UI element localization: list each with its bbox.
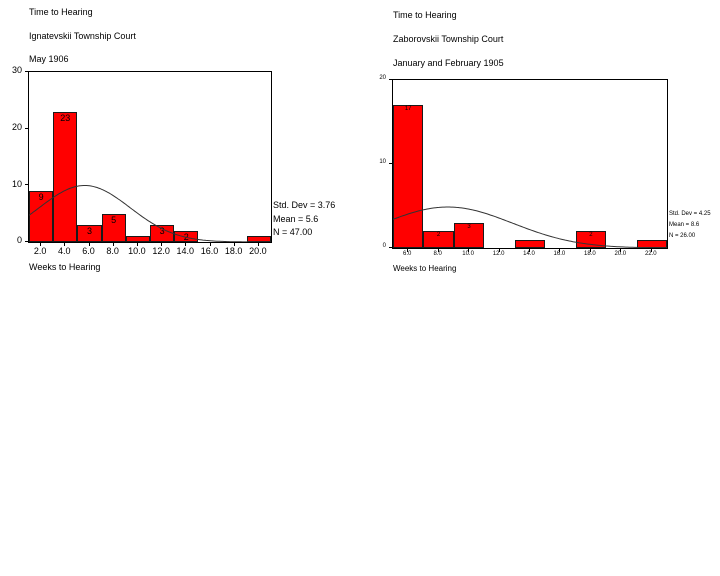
histogram-bar <box>514 239 546 248</box>
bar-count-label: 3 <box>86 226 92 236</box>
y-tick-label: 10 <box>11 178 22 189</box>
histogram-bar <box>636 239 667 248</box>
x-tick-mark <box>620 249 622 252</box>
x-tick-mark <box>407 249 409 252</box>
stats-std-dev: Std. Dev = 4.25 <box>669 211 711 217</box>
x-tick-label: 16.0 <box>200 246 219 256</box>
x-tick-mark <box>112 243 114 246</box>
stats-mean: Mean = 8.6 <box>669 222 700 228</box>
x-tick-mark <box>185 243 187 246</box>
x-tick-label: 10.0 <box>128 246 146 256</box>
x-tick-label: 22.0 <box>644 251 657 257</box>
y-tick-mark <box>389 247 392 248</box>
x-tick-label: 20.0 <box>249 246 267 256</box>
bar-count-label: 23 <box>60 112 71 123</box>
x-tick-label: 20.0 <box>614 251 627 257</box>
y-tick-mark <box>25 184 28 186</box>
y-tick-label: 20 <box>379 75 386 82</box>
y-tick-label: 0 <box>16 235 22 246</box>
x-tick-label: 12.0 <box>492 251 505 257</box>
x-tick-mark <box>650 249 652 252</box>
x-tick-mark <box>437 249 439 252</box>
chart-subtitle-date: May 1906 <box>29 54 69 64</box>
y-tick-mark <box>389 79 392 80</box>
bar-count-label: 17 <box>404 106 412 113</box>
histogram-plot: 9 23 3 5 3 2 <box>28 71 272 243</box>
x-tick-label: 10.0 <box>462 251 474 257</box>
chart-subtitle-court: Ignatevskii Township Court <box>29 31 136 41</box>
bar-count-label: 2 <box>436 232 441 239</box>
stats-annotation: Std. Dev = 3.76 Mean = 5.6 N = 47.00 <box>273 199 335 240</box>
y-tick-mark <box>389 163 392 164</box>
y-tick-label: 20 <box>11 122 22 133</box>
x-axis-label: Weeks to Hearing <box>393 264 457 273</box>
histogram-bar <box>393 105 424 248</box>
x-tick-mark <box>161 243 163 246</box>
bar-count-label: 2 <box>589 232 593 239</box>
stats-mean: Mean = 5.6 <box>273 213 319 224</box>
x-tick-mark <box>40 243 42 246</box>
x-tick-mark <box>559 249 561 252</box>
x-tick-mark <box>589 249 591 252</box>
chart-subtitle-court: Zaborovskii Township Court <box>393 34 504 44</box>
x-tick-mark <box>64 243 66 246</box>
x-tick-label: 6.0 <box>82 246 95 256</box>
x-tick-label: 2.0 <box>33 246 47 256</box>
histogram-bar <box>53 111 78 242</box>
y-tick-mark <box>25 241 28 242</box>
x-tick-mark <box>257 243 259 246</box>
x-tick-mark <box>498 249 500 252</box>
x-tick-mark <box>233 243 235 246</box>
x-tick-label: 16.0 <box>553 251 566 257</box>
y-tick-mark <box>25 71 28 72</box>
histogram-bar <box>246 236 271 242</box>
x-axis-label: Weeks to Hearing <box>29 262 101 272</box>
x-tick-label: 14.0 <box>176 246 195 256</box>
chart-title: Time to Hearing <box>29 7 93 17</box>
bar-count-label: 5 <box>111 214 117 225</box>
y-tick-label: 0 <box>382 243 386 250</box>
x-tick-mark <box>209 243 211 246</box>
x-tick-mark <box>88 243 90 246</box>
bar-count-label: 3 <box>159 226 165 236</box>
stats-n: N = 47.00 <box>273 227 313 237</box>
normal-curve <box>393 206 667 248</box>
chart-subtitle-date: January and February 1905 <box>393 58 504 68</box>
x-tick-mark <box>529 249 530 252</box>
bar-count-label: 9 <box>38 192 44 202</box>
y-tick-mark <box>25 127 28 129</box>
histogram-bar <box>125 236 150 242</box>
x-tick-mark <box>468 249 470 252</box>
bar-count-label: 2 <box>183 231 189 242</box>
x-tick-label: 8.0 <box>433 251 442 257</box>
bar-count-label: 3 <box>467 223 471 230</box>
y-tick-label: 10 <box>379 159 386 166</box>
chart-title: Time to Hearing <box>393 10 457 20</box>
x-tick-label: 4.0 <box>58 246 71 256</box>
y-tick-label: 30 <box>11 65 22 76</box>
x-tick-label: 18.0 <box>224 246 243 256</box>
stats-std-dev: Std. Dev = 3.76 <box>273 200 336 210</box>
histogram-plot: 17 2 3 2 <box>392 79 668 249</box>
x-tick-label: 6.0 <box>403 251 412 257</box>
x-tick-label: 18.0 <box>584 251 596 257</box>
stats-annotation: Std. Dev = 4.25 Mean = 8.6 N = 26.00 <box>669 209 711 242</box>
x-tick-label: 8.0 <box>106 246 119 256</box>
x-tick-label: 14.0 <box>523 251 535 257</box>
x-tick-mark <box>136 243 138 246</box>
stats-n: N = 26.00 <box>669 233 696 239</box>
x-tick-label: 12.0 <box>152 246 170 256</box>
